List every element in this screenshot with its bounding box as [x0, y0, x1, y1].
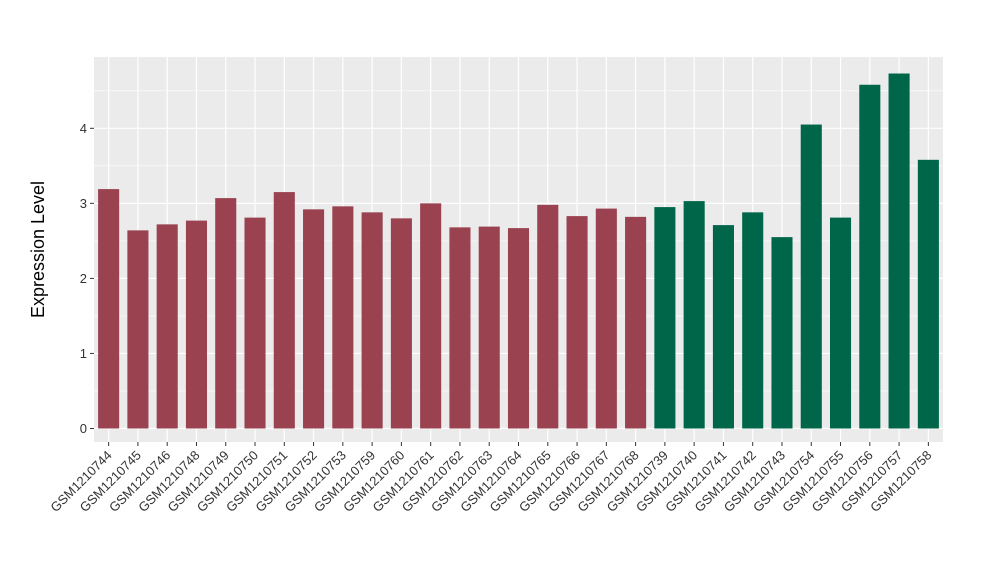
bar-GSM1210761: [420, 203, 442, 429]
bar-GSM1210750: [244, 217, 266, 429]
bar-GSM1210744: [98, 189, 120, 429]
bar-GSM1210767: [595, 208, 617, 429]
bar-GSM1210751: [273, 192, 295, 429]
bar-GSM1210742: [742, 212, 764, 429]
bar-GSM1210765: [537, 204, 559, 429]
bar-GSM1210759: [361, 212, 383, 429]
y-tick-label: 3: [80, 196, 87, 211]
bar-GSM1210739: [654, 207, 676, 429]
bar-GSM1210758: [917, 159, 939, 429]
y-tick-label: 0: [80, 421, 87, 436]
y-tick-label: 4: [80, 121, 87, 136]
bar-GSM1210764: [507, 228, 530, 429]
y-tick-label: 2: [80, 271, 87, 286]
bar-GSM1210741: [712, 225, 734, 429]
bar-GSM1210760: [390, 218, 412, 429]
bar-GSM1210753: [332, 206, 354, 429]
y-tick-label: 1: [80, 346, 87, 361]
bar-GSM1210748: [185, 220, 208, 429]
y-axis-title: Expression Level: [28, 181, 48, 318]
bars: [98, 73, 939, 429]
bar-GSM1210762: [449, 227, 471, 429]
bar-GSM1210746: [156, 224, 178, 429]
bar-GSM1210766: [566, 216, 588, 429]
x-axis: GSM1210744GSM1210745GSM1210746GSM1210748…: [47, 442, 934, 515]
bar-GSM1210752: [303, 209, 325, 429]
y-axis: 0 1 2 3 4: [80, 121, 94, 436]
bar-GSM1210743: [771, 237, 793, 429]
bar-GSM1210755: [829, 217, 852, 429]
bar-GSM1210754: [800, 124, 822, 429]
bar-GSM1210768: [625, 216, 647, 429]
bar-GSM1210757: [888, 73, 910, 429]
bar-GSM1210756: [859, 84, 881, 429]
bar-GSM1210749: [215, 198, 237, 429]
bar-GSM1210745: [127, 230, 149, 429]
bar-GSM1210763: [478, 226, 500, 429]
bar-GSM1210740: [683, 201, 705, 429]
